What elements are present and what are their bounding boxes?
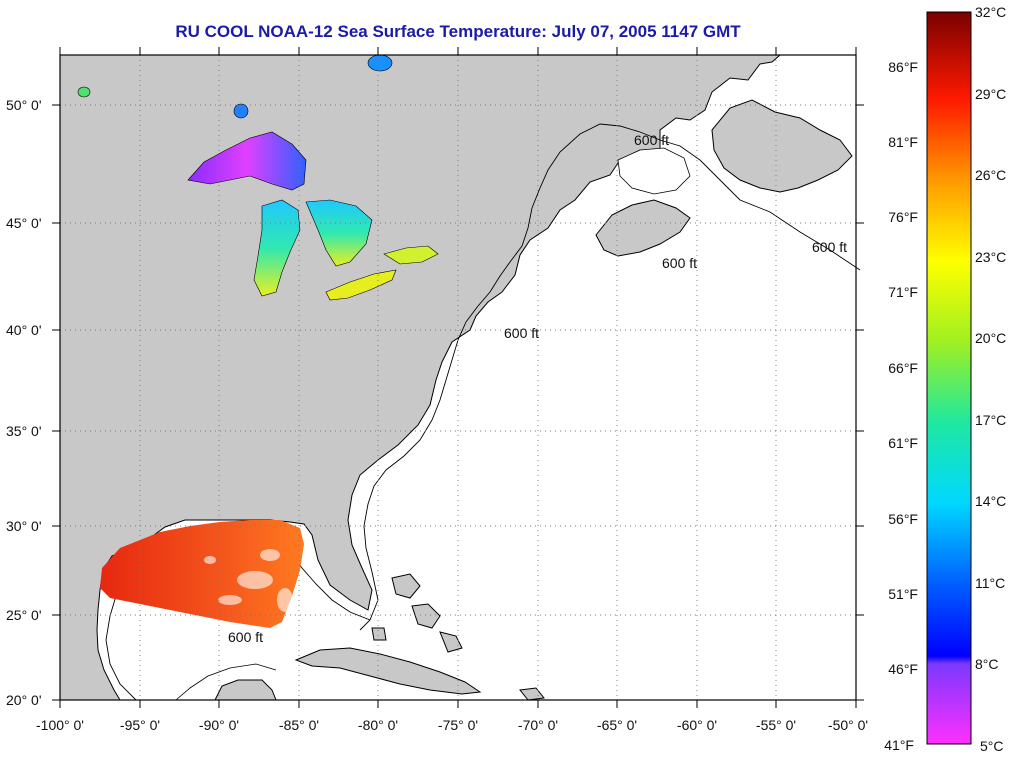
colorbar-c-26: 26°C [975, 167, 1006, 183]
lake-huron-sst [305, 199, 373, 267]
colorbar-f-46: 46°F [888, 661, 918, 677]
land-nova-scotia [595, 199, 691, 257]
lon-label-55: -55° 0' [756, 717, 796, 733]
gulf-cloud-speckle [204, 549, 293, 612]
lake-superior-sst [187, 131, 307, 191]
colorbar-f-51: 51°F [888, 586, 918, 602]
contour-label-5: 600 ft [228, 629, 263, 645]
contour-label-4: 600 ft [504, 325, 539, 341]
lake-winnipeg-sst [77, 86, 91, 98]
colorbar-f-81: 81°F [888, 134, 918, 150]
axis-ticks [52, 47, 864, 708]
lon-label-80: -80° 0' [358, 717, 398, 733]
lon-label-60: -60° 0' [677, 717, 717, 733]
map-title: RU COOL NOAA-12 Sea Surface Temperature:… [175, 22, 741, 41]
colorbar-f-66: 66°F [888, 360, 918, 376]
lake-erie-sst [325, 269, 397, 301]
colorbar-c-11: 11°C [975, 575, 1005, 591]
gulf-sst-swath [100, 520, 304, 628]
colorbar-c-17: 17°C [975, 412, 1006, 428]
bahamas-islands [371, 573, 545, 701]
lon-label-95: -95° 0' [120, 717, 160, 733]
lon-label-100: -100° 0' [36, 717, 84, 733]
colorbar-f-76: 76°F [888, 209, 918, 225]
colorbar-f-41: 41°F [884, 737, 914, 753]
lake-nipigon-sst [233, 103, 249, 119]
lat-label-35: 35° 0' [6, 423, 42, 439]
colorbar-c-29: 29°C [975, 86, 1006, 102]
lat-label-20: 20° 0' [6, 692, 42, 708]
colorbar-c-14: 14°C [975, 493, 1006, 509]
lon-label-85: -85° 0' [279, 717, 319, 733]
lon-label-90: -90° 0' [199, 717, 239, 733]
lake-ontario-sst [383, 245, 439, 265]
lon-label-65: -65° 0' [597, 717, 637, 733]
depth-contour-600ft-inner [175, 663, 277, 701]
gulf-st-lawrence [617, 147, 691, 195]
colorbar-f-61: 61°F [888, 435, 918, 451]
lon-label-75: -75° 0' [438, 717, 478, 733]
temperature-colorbar [926, 11, 972, 745]
contour-label-3: 600 ft [812, 239, 847, 255]
contour-label-2: 600 ft [662, 255, 697, 271]
colorbar-f-71: 71°F [888, 284, 918, 300]
lat-label-45: 45° 0' [6, 215, 42, 231]
colorbar-c-5: 5°C [980, 738, 1004, 754]
contour-label-1: 600 ft [634, 132, 669, 148]
land-cuba [294, 647, 482, 695]
colorbar-c-8: 8°C [975, 656, 999, 672]
lon-label-70: -70° 0' [518, 717, 558, 733]
lat-label-30: 30° 0' [6, 518, 42, 534]
colorbar-c-32: 32°C [975, 4, 1006, 20]
lat-label-50: 50° 0' [6, 97, 42, 113]
lake-michigan-sst [253, 199, 301, 297]
colorbar-f-86: 86°F [888, 59, 918, 75]
colorbar-c-20: 20°C [975, 330, 1006, 346]
north-lake-sst [367, 54, 393, 72]
colorbar-f-56: 56°F [888, 511, 918, 527]
land-newfoundland [711, 99, 853, 193]
lon-label-50: -50° 0' [828, 717, 868, 733]
lat-label-25: 25° 0' [6, 607, 42, 623]
colorbar-c-23: 23°C [975, 249, 1006, 265]
lat-label-40: 40° 0' [6, 322, 42, 338]
